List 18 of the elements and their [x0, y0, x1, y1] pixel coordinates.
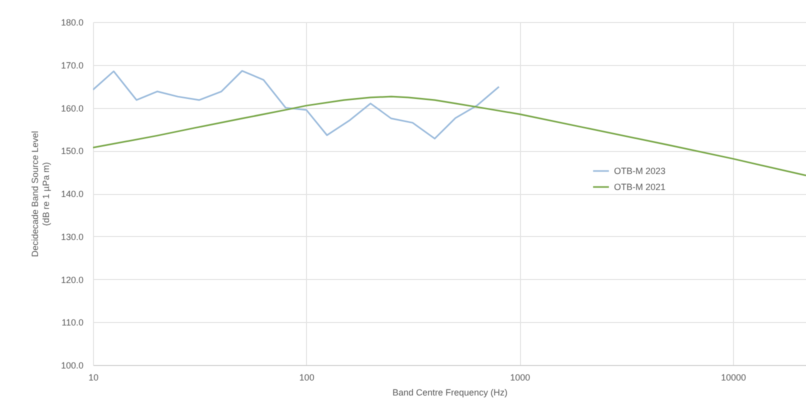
y-tick-label: 130.0 — [60, 232, 84, 242]
y-tick-label: 120.0 — [60, 274, 84, 285]
x-axis-title: Band Centre Frequency (Hz) — [392, 388, 508, 398]
x-tick-label: 1000 — [510, 372, 530, 382]
y-tick-label: 100.0 — [60, 360, 84, 370]
x-tick-label: 10 — [88, 372, 99, 382]
legend-label: OTB-M 2023 — [614, 166, 666, 176]
y-tick-label: 140.0 — [60, 189, 84, 199]
y-tick-label: 170.0 — [60, 60, 84, 70]
x-tick-label: 10000 — [720, 372, 746, 382]
y-tick-label: 150.0 — [60, 146, 84, 156]
y-tick-label: 160.0 — [60, 103, 84, 114]
y-axis-title: Decidecade Band Source Level (dB re 1 µPa m) — [30, 130, 51, 258]
y-tick-label: 110.0 — [62, 318, 84, 328]
legend-label: OTB-M 2021 — [614, 182, 666, 192]
line-series — [93, 70, 500, 140]
y-tick-label: 180.0 — [60, 18, 84, 28]
x-tick-label: 100 — [299, 372, 314, 382]
